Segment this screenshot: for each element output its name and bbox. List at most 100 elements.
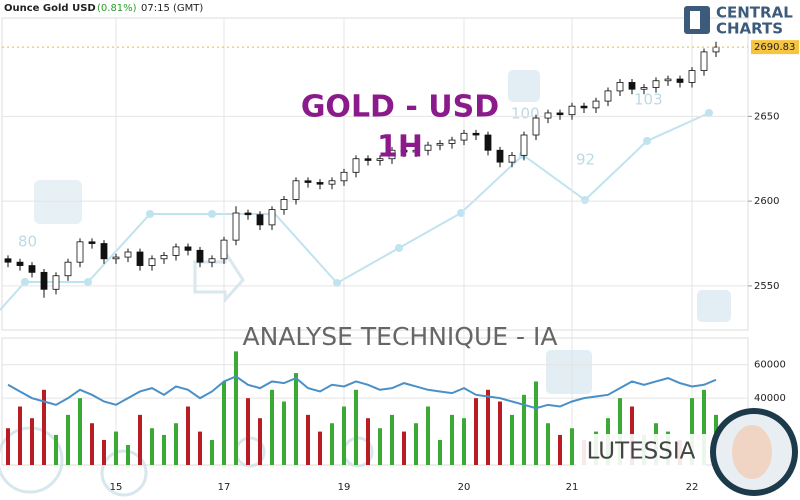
candle-body xyxy=(184,246,192,251)
watermark-icon xyxy=(34,180,82,224)
candle-body xyxy=(628,82,636,90)
candle-body xyxy=(520,134,528,156)
x-tick-label: 17 xyxy=(218,482,231,493)
brand-name: LUTESSIA xyxy=(587,439,696,465)
candle-body xyxy=(268,209,276,226)
candle-body xyxy=(100,243,108,260)
volume-bar xyxy=(570,428,574,465)
volume-bar xyxy=(18,406,22,465)
candle-body xyxy=(124,251,132,258)
volume-bar xyxy=(618,398,622,465)
candle-body xyxy=(676,78,684,83)
volume-bar xyxy=(282,401,286,465)
watermark-label: 92 xyxy=(576,151,595,169)
x-tick-label: 20 xyxy=(458,482,471,493)
volume-bar xyxy=(210,439,214,465)
candle-body xyxy=(604,90,612,102)
volume-bar xyxy=(486,389,490,465)
volume-bar xyxy=(534,381,538,465)
candle-body xyxy=(364,158,372,161)
volume-bar xyxy=(546,423,550,465)
volume-bar xyxy=(522,394,526,465)
watermark-icon xyxy=(508,70,540,102)
x-tick-label: 21 xyxy=(566,482,579,493)
candle-body xyxy=(316,182,324,185)
candle-body xyxy=(280,199,288,211)
volume-bar xyxy=(6,428,10,465)
candle-body xyxy=(400,149,408,153)
volume-bar xyxy=(702,389,706,465)
overlay-timeframe: 1H xyxy=(377,130,423,165)
watermark-icon xyxy=(697,290,731,322)
overlay-title: GOLD - USD xyxy=(301,90,499,125)
candle-body xyxy=(64,261,72,277)
volume-bar xyxy=(198,431,202,465)
avatar-face xyxy=(732,425,772,479)
volume-bar xyxy=(258,418,262,465)
candle-body xyxy=(76,241,84,263)
y-tick-label: 40000 xyxy=(754,393,786,404)
volume-bar xyxy=(138,414,142,465)
candle-body xyxy=(208,258,216,263)
volume-bar xyxy=(378,428,382,465)
volume-bar xyxy=(90,423,94,465)
volume-bar xyxy=(366,418,370,465)
volume-bar xyxy=(450,414,454,465)
candle-body xyxy=(448,139,456,144)
logo-mark-inner xyxy=(690,11,700,29)
volume-bar xyxy=(462,418,466,465)
candle-body xyxy=(52,275,60,290)
candle-body xyxy=(136,251,144,266)
volume-line xyxy=(7,375,717,410)
volume-panel xyxy=(1,337,749,466)
price-panel xyxy=(1,17,749,331)
volume-bar xyxy=(222,381,226,465)
x-tick-label: 15 xyxy=(110,482,123,493)
volume-bar xyxy=(498,401,502,465)
candle-body xyxy=(688,70,696,83)
watermark-label: 100 xyxy=(511,105,540,123)
candle-body xyxy=(568,105,576,116)
x-tick-label: 19 xyxy=(338,482,351,493)
volume-bar xyxy=(150,428,154,465)
volume-bar xyxy=(234,351,238,465)
volume-bar xyxy=(270,389,274,465)
volume-bar xyxy=(390,414,394,465)
candle-body xyxy=(652,80,660,88)
candle-body xyxy=(472,132,480,136)
volume-bar xyxy=(246,398,250,465)
volume-bar xyxy=(414,423,418,465)
candle-body xyxy=(640,87,648,90)
y-tick-label: 2550 xyxy=(754,281,779,292)
candle-body xyxy=(376,158,384,161)
candle-body xyxy=(292,180,300,200)
candle-body xyxy=(112,256,120,260)
candle-body xyxy=(388,149,396,160)
y-tick-label: 2650 xyxy=(754,111,779,122)
volume-bar xyxy=(294,373,298,465)
logo-text: CHARTS xyxy=(716,20,783,38)
last-price-label: 2690.83 xyxy=(754,42,795,53)
y-tick-label: 60000 xyxy=(754,360,786,371)
candle-body xyxy=(4,258,12,263)
candle-body xyxy=(544,112,552,119)
volume-bar xyxy=(510,414,514,465)
candle-body xyxy=(340,171,348,182)
candle-body xyxy=(532,117,540,136)
candle-body xyxy=(16,261,24,266)
timestamp: 07:15 (GMT) xyxy=(141,3,203,14)
volume-bar xyxy=(42,389,46,465)
volume-bar xyxy=(162,434,166,465)
candle-body xyxy=(700,51,708,71)
instrument-name: Ounce Gold USD xyxy=(4,3,96,14)
candle-body xyxy=(664,78,672,82)
candle-body xyxy=(592,100,600,109)
candle-body xyxy=(616,82,624,92)
candle-body xyxy=(232,212,240,241)
watermark-labels: 80 92 103 100 xyxy=(18,91,663,251)
watermark-icon xyxy=(546,350,592,394)
candle-body xyxy=(580,105,588,109)
volume-bar xyxy=(186,406,190,465)
volume-bar xyxy=(174,423,178,465)
candle-body xyxy=(196,249,204,263)
